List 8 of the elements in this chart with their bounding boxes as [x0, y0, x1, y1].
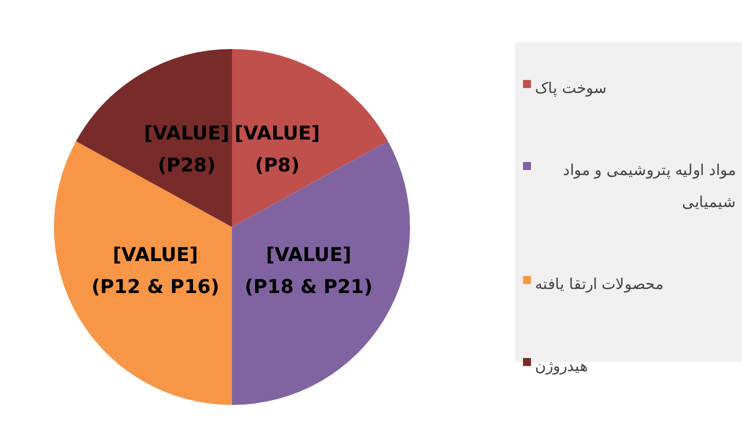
data-label: [VALUE] (P28)	[144, 122, 230, 176]
data-label: [VALUE] (P8)	[234, 122, 320, 176]
legend-label: هیدروژن	[535, 356, 588, 377]
data-label: [VALUE] (P18 & P21)	[244, 244, 373, 298]
legend-label: محصولات ارتقا یافته	[535, 274, 664, 295]
data-label: [VALUE] (P12 & P16)	[91, 244, 220, 298]
legend-label: سوخت پاک	[535, 78, 607, 99]
legend-label: مواد اولیه پتروشیمی و مواد شیمیایی	[562, 160, 736, 213]
